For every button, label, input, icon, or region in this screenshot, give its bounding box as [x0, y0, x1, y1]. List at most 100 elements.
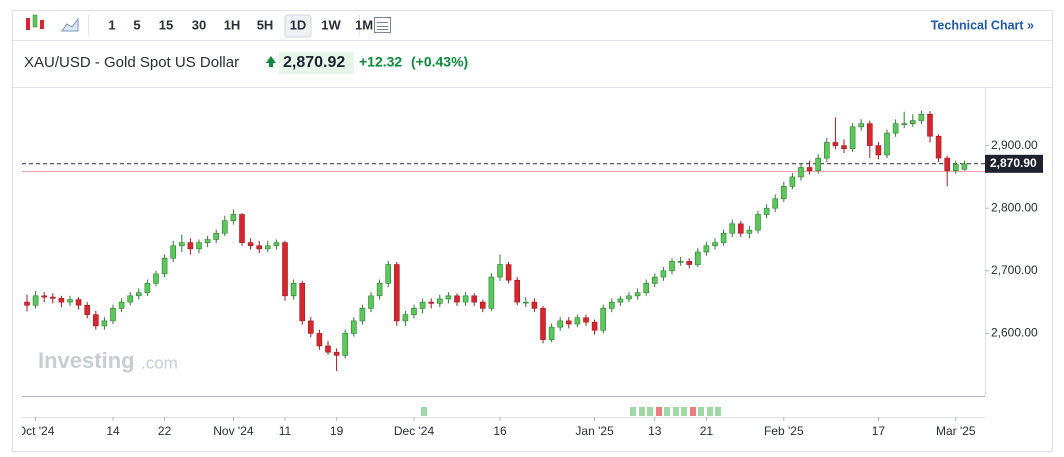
x-tick-label: 17 — [872, 424, 886, 438]
candle-body — [686, 261, 693, 265]
candle-body — [841, 145, 847, 150]
candle-icon[interactable] — [26, 14, 44, 30]
interval-button[interactable]: 30 — [192, 17, 206, 32]
candle-body — [204, 239, 211, 243]
candle-body — [823, 142, 830, 159]
y-tick-label: 2,800.00 — [991, 200, 1038, 214]
candle-body — [75, 299, 82, 306]
candle-body — [540, 308, 546, 340]
candle-body — [264, 245, 271, 250]
candle-body — [479, 301, 486, 309]
candle-body — [935, 135, 942, 159]
area-icon[interactable] — [61, 17, 79, 32]
candle-body — [213, 232, 219, 240]
up-arrow — [266, 56, 276, 67]
candle-body — [187, 242, 194, 250]
interval-button[interactable]: 5H — [257, 17, 274, 32]
candle-body — [806, 167, 813, 171]
candle-body — [591, 321, 598, 331]
candle-body — [58, 298, 65, 303]
candle-body — [669, 261, 675, 272]
candle-body — [557, 320, 564, 328]
technical-chart-link[interactable]: Technical Chart » — [931, 18, 1034, 32]
candle-body — [608, 301, 615, 309]
candle-body — [239, 214, 245, 243]
x-tick-label: Jan '25 — [575, 424, 614, 438]
candle-body — [256, 245, 263, 250]
last-price-label: 2,870.90 — [990, 156, 1037, 170]
candle-body — [41, 295, 48, 298]
candle-body — [454, 295, 460, 303]
y-tick-label: 2,900.00 — [991, 138, 1038, 152]
x-tick-label: Oct '24 — [17, 424, 55, 438]
x-tick-label: Nov '24 — [213, 424, 254, 438]
interval-button[interactable]: 1M — [355, 17, 373, 32]
price-badge — [279, 52, 354, 74]
candle-body — [746, 229, 753, 234]
candle-body — [436, 298, 443, 304]
interval-button[interactable]: 1D — [290, 17, 307, 32]
instrument-title: XAU/USD - Gold Spot US Dollar — [24, 54, 239, 71]
x-tick-label: 19 — [330, 424, 344, 438]
interval-button[interactable]: 1 — [108, 17, 115, 32]
interval-button[interactable]: 1H — [224, 17, 241, 32]
candle-body — [307, 320, 314, 334]
candle-body — [901, 123, 908, 125]
candle-body — [952, 164, 959, 171]
candle-body — [325, 345, 331, 353]
candle-body — [884, 132, 890, 156]
interval-button[interactable]: 15 — [159, 17, 173, 32]
candle-body — [333, 351, 340, 356]
candle-body — [651, 276, 658, 284]
watermark: Investing — [38, 348, 135, 373]
x-tick-label: 16 — [493, 424, 507, 438]
candle-body — [505, 264, 512, 281]
candle-body — [273, 242, 280, 247]
candle-body — [583, 317, 589, 323]
candle-body — [497, 264, 503, 278]
candle-body — [290, 283, 297, 297]
candle-body — [634, 292, 641, 297]
candle-body — [875, 145, 882, 156]
candle-body — [144, 283, 151, 294]
x-tick-label: Feb '25 — [764, 424, 804, 438]
candle-body — [488, 276, 495, 309]
candle-body — [772, 198, 779, 209]
candle-body — [944, 157, 951, 171]
candle-body — [574, 317, 581, 325]
last-price-badge — [985, 154, 1043, 173]
x-tick-label: 21 — [700, 424, 714, 438]
candle-body — [892, 123, 899, 134]
candle-body — [419, 301, 426, 309]
candle-body — [196, 242, 202, 250]
candle-body — [720, 232, 727, 243]
candle-body — [522, 301, 529, 304]
candle-body — [67, 299, 73, 303]
candle-body — [565, 320, 572, 325]
table-icon[interactable] — [374, 17, 391, 33]
candle-body — [411, 308, 417, 315]
candle-body — [49, 296, 56, 299]
candle-body — [299, 283, 306, 322]
candle-body — [393, 264, 400, 322]
candle-body — [316, 333, 323, 347]
candle-body — [531, 301, 538, 309]
x-tick-label: 22 — [158, 424, 172, 438]
candle-body — [342, 333, 349, 356]
candle-body — [230, 214, 237, 222]
candle-body — [626, 295, 632, 300]
candle-body — [153, 273, 159, 284]
frame — [12, 10, 1053, 452]
candle-body — [755, 214, 761, 231]
candle-body — [815, 157, 822, 171]
candle-body — [118, 301, 125, 309]
candle-body — [110, 308, 116, 322]
candle-body — [350, 320, 357, 334]
interval-button[interactable]: 5 — [133, 17, 140, 32]
candle-body — [798, 167, 804, 178]
interval-button[interactable]: 1W — [321, 17, 341, 32]
candle-body — [222, 220, 228, 234]
y-tick-label: 2,700.00 — [991, 263, 1038, 277]
candle-body — [703, 245, 710, 253]
